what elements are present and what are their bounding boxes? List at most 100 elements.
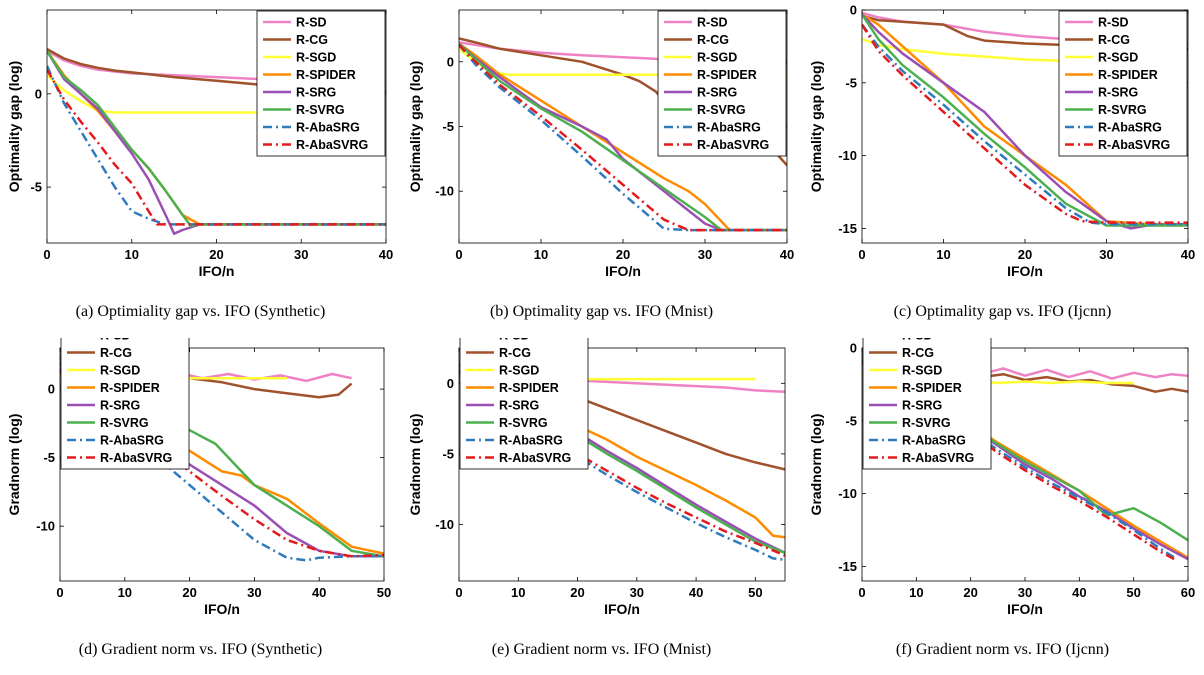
chart-caption: (b) Optimality gap vs. IFO (Mnist) bbox=[489, 303, 714, 320]
x-tick-label: 20 bbox=[570, 585, 584, 600]
chart-svg: 0 10 20 30 40 50 -10 -5 0 IFO/n Gradnorm (log) R-SD… bbox=[407, 338, 786, 617]
x-tick-label: 60 bbox=[1181, 585, 1195, 600]
legend-label: R-SVRG bbox=[902, 416, 951, 430]
x-tick-label: 10 bbox=[511, 585, 525, 600]
legend-label: R-SD bbox=[697, 16, 728, 30]
x-tick-label: 40 bbox=[1072, 585, 1086, 600]
y-tick-label: -5 bbox=[442, 446, 454, 461]
x-tick-label: 40 bbox=[689, 585, 703, 600]
x-tick-label: 40 bbox=[1181, 247, 1195, 262]
chart-caption: (d) Gradient norm vs. IFO (Synthetic) bbox=[78, 641, 323, 658]
chart-panel: 0 10 20 30 40 -5 0 IFO/n Optimality gap (log) R-S… bbox=[0, 0, 401, 337]
legend-label: R-SD bbox=[902, 338, 933, 343]
x-tick-label: 40 bbox=[312, 585, 326, 600]
x-tick-label: 10 bbox=[936, 247, 950, 262]
legend-label: R-AbaSVRG bbox=[1098, 138, 1170, 152]
chart-panel: 0 10 20 30 40 -15 -10 -5 0 IFO/n Optimality gap (l… bbox=[802, 0, 1203, 337]
legend-label: R-AbaSRG bbox=[499, 434, 563, 448]
y-tick-label: -5 bbox=[30, 180, 42, 195]
legend-label: R-SGD bbox=[499, 364, 539, 378]
legend-label: R-AbaSVRG bbox=[499, 451, 571, 465]
chart-caption: (c) Optimality gap vs. IFO (Ijcnn) bbox=[893, 303, 1112, 320]
y-axis-label: Gradnorm (log) bbox=[407, 414, 423, 516]
series-line-r-abasvrg bbox=[47, 68, 386, 226]
x-tick-label: 20 bbox=[616, 247, 630, 262]
x-tick-label: 50 bbox=[377, 585, 391, 600]
legend-box bbox=[459, 338, 589, 470]
legend-label: R-SRG bbox=[902, 399, 942, 413]
series-line-r-srg bbox=[862, 13, 1188, 230]
chart-svg: 0 10 20 30 40 50 -10 -5 0 IFO/n Gradnorm (log) R-SD… bbox=[6, 338, 391, 617]
x-tick-label: 40 bbox=[379, 247, 393, 262]
x-tick-label: 40 bbox=[780, 247, 794, 262]
legend-label: R-AbaSRG bbox=[100, 434, 164, 448]
legend-box bbox=[1058, 10, 1188, 157]
x-tick-label: 20 bbox=[963, 585, 977, 600]
legend-label: R-SPIDER bbox=[902, 381, 962, 395]
series-line-r-abasrg bbox=[862, 358, 1178, 561]
plot-area bbox=[862, 11, 1188, 230]
series-line-r-abasvrg bbox=[459, 371, 785, 557]
x-tick-label: 20 bbox=[1018, 247, 1032, 262]
x-tick-label: 30 bbox=[1099, 247, 1113, 262]
legend-label: R-AbaSRG bbox=[902, 434, 966, 448]
x-axis-label: IFO/n bbox=[1007, 601, 1043, 617]
legend-box bbox=[657, 10, 787, 157]
x-tick-label: 30 bbox=[1018, 585, 1032, 600]
legend-label: R-AbaSRG bbox=[296, 121, 360, 135]
x-tick-label: 30 bbox=[247, 585, 261, 600]
legend-box bbox=[862, 338, 992, 470]
legend-label: R-SD bbox=[1098, 16, 1129, 30]
x-tick-label: 20 bbox=[209, 247, 223, 262]
series-line-r-abasvrg bbox=[459, 44, 787, 232]
legend-label: R-SVRG bbox=[697, 103, 746, 117]
x-tick-label: 30 bbox=[630, 585, 644, 600]
legend-label: R-SGD bbox=[1098, 51, 1138, 65]
legend-box bbox=[60, 338, 190, 470]
x-tick-label: 0 bbox=[455, 247, 462, 262]
y-tick-label: -5 bbox=[43, 450, 55, 465]
x-axis-label: IFO/n bbox=[605, 263, 641, 279]
y-tick-label: 0 bbox=[850, 3, 857, 18]
legend-label: R-SPIDER bbox=[296, 68, 356, 82]
y-axis-label: Optimality gap (log) bbox=[407, 61, 423, 192]
legend-label: R-SRG bbox=[697, 86, 737, 100]
chart-caption: (f) Gradient norm vs. IFO (Ijcnn) bbox=[895, 641, 1110, 658]
legend-label: R-SRG bbox=[100, 399, 140, 413]
y-tick-label: -10 bbox=[36, 519, 55, 534]
plot-area bbox=[47, 48, 386, 235]
legend-label: R-SGD bbox=[697, 51, 737, 65]
legend: R-SD R-CG R-SGD R-SPIDER R-SRG R-SVRG R-AbaSRG… bbox=[1058, 10, 1188, 157]
legend-label: R-SPIDER bbox=[1098, 68, 1158, 82]
legend-label: R-CG bbox=[296, 33, 328, 47]
chart-caption: (a) Optimiality gap vs. IFO (Synthetic) bbox=[75, 303, 326, 320]
legend-label: R-SD bbox=[296, 16, 327, 30]
x-tick-label: 30 bbox=[698, 247, 712, 262]
axes-frame bbox=[59, 347, 385, 582]
legend-label: R-SGD bbox=[100, 364, 140, 378]
series-line-r-abasrg bbox=[862, 23, 1188, 226]
legend-label: R-AbaSRG bbox=[1098, 121, 1162, 135]
legend-label: R-SRG bbox=[499, 399, 539, 413]
legend-label: R-CG bbox=[499, 346, 531, 360]
legend-label: R-SPIDER bbox=[100, 381, 160, 395]
series-line-r-abasvrg bbox=[862, 23, 1188, 224]
legend-box bbox=[256, 10, 386, 157]
y-tick-label: 0 bbox=[35, 86, 42, 101]
axes-frame bbox=[458, 347, 786, 582]
x-axis-label: IFO/n bbox=[604, 601, 640, 617]
legend-label: R-AbaSVRG bbox=[902, 451, 974, 465]
y-tick-label: -15 bbox=[838, 221, 857, 236]
legend: R-SD R-CG R-SGD R-SPIDER R-SRG R-SVRG R-AbaSRG… bbox=[459, 338, 589, 470]
legend-label: R-SGD bbox=[296, 51, 336, 65]
x-tick-label: 50 bbox=[748, 585, 762, 600]
legend-label: R-SPIDER bbox=[697, 68, 757, 82]
legend-label: R-SGD bbox=[902, 364, 942, 378]
x-tick-label: 0 bbox=[56, 585, 63, 600]
legend-label: R-AbaSVRG bbox=[697, 138, 769, 152]
series-line-r-abasrg bbox=[459, 371, 785, 562]
y-axis-label: Optimality gap (log) bbox=[808, 61, 824, 192]
chart-panel: 0 10 20 30 40 50 -10 -5 0 IFO/n Gradnorm (log) R-SD… bbox=[0, 338, 401, 675]
legend-label: R-CG bbox=[1098, 33, 1130, 47]
